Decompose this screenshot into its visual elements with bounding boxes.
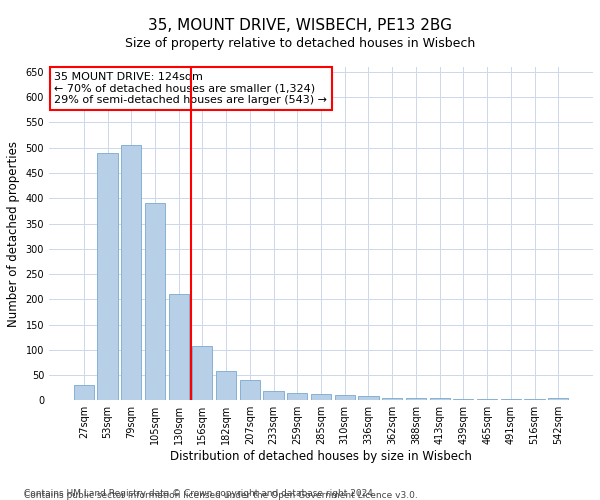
Bar	[97, 153, 118, 400]
Text: 35 MOUNT DRIVE: 124sqm
← 70% of detached houses are smaller (1,324)
29% of semi-: 35 MOUNT DRIVE: 124sqm ← 70% of detached…	[55, 72, 328, 105]
Bar	[382, 398, 402, 400]
Bar	[240, 380, 260, 400]
Bar	[193, 346, 212, 401]
Y-axis label: Number of detached properties: Number of detached properties	[7, 140, 20, 326]
Text: Size of property relative to detached houses in Wisbech: Size of property relative to detached ho…	[125, 38, 475, 51]
Bar	[453, 398, 473, 400]
Bar	[430, 398, 450, 400]
Bar	[121, 145, 142, 401]
Bar	[406, 398, 426, 400]
X-axis label: Distribution of detached houses by size in Wisbech: Distribution of detached houses by size …	[170, 450, 472, 463]
Bar	[145, 204, 165, 400]
Bar	[287, 392, 307, 400]
Bar	[169, 294, 189, 401]
Bar	[548, 398, 568, 400]
Bar	[311, 394, 331, 400]
Bar	[263, 391, 284, 400]
Bar	[524, 398, 545, 400]
Bar	[74, 385, 94, 400]
Bar	[335, 395, 355, 400]
Bar	[501, 398, 521, 400]
Text: Contains public sector information licensed under the Open Government Licence v3: Contains public sector information licen…	[24, 491, 418, 500]
Bar	[358, 396, 379, 400]
Bar	[477, 398, 497, 400]
Bar	[216, 371, 236, 400]
Text: 35, MOUNT DRIVE, WISBECH, PE13 2BG: 35, MOUNT DRIVE, WISBECH, PE13 2BG	[148, 18, 452, 32]
Text: Contains HM Land Registry data © Crown copyright and database right 2024.: Contains HM Land Registry data © Crown c…	[24, 488, 376, 498]
